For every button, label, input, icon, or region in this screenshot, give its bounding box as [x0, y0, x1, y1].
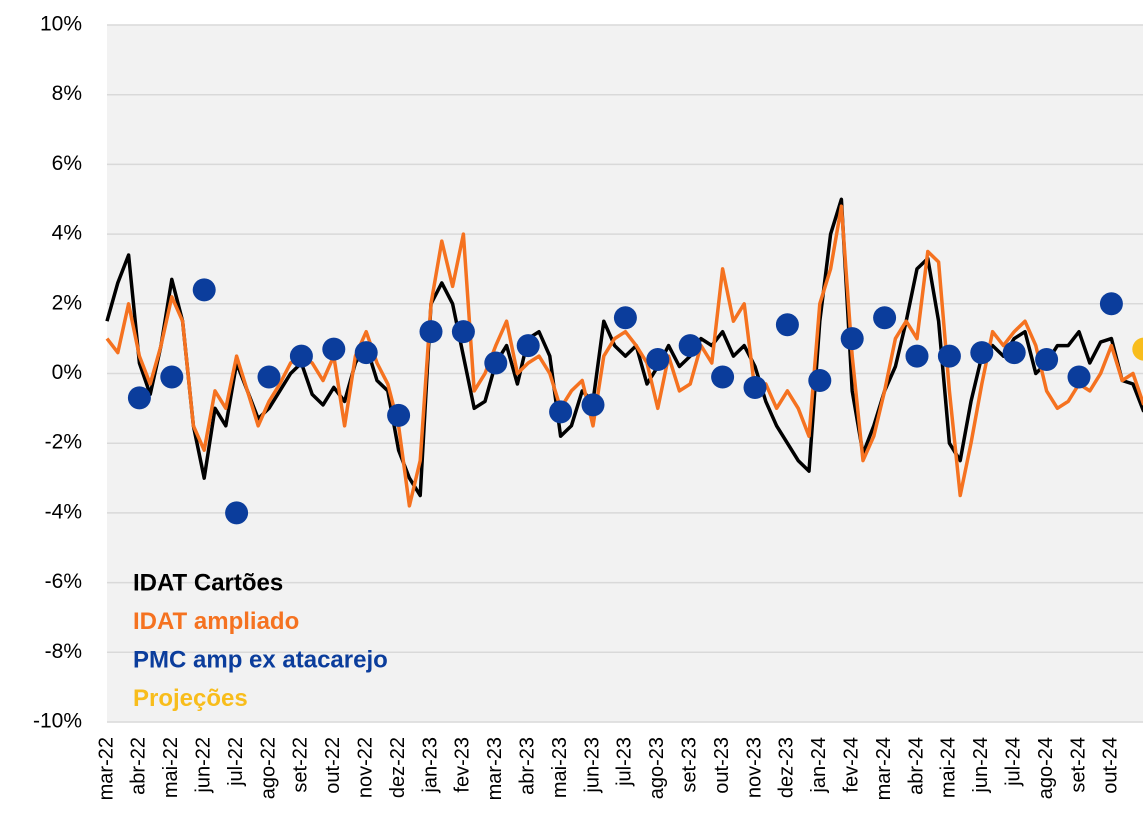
x-tick-label: set-23	[678, 737, 700, 793]
dot	[743, 375, 767, 399]
dot	[840, 327, 864, 351]
dot	[257, 365, 281, 389]
x-tick-label: mar-24	[873, 737, 895, 800]
x-tick-label: nov-22	[354, 737, 376, 798]
dot	[711, 365, 735, 389]
x-tick-label: abr-22	[128, 737, 150, 795]
x-tick-label: nov-23	[743, 737, 765, 798]
x-tick-label: jun-22	[192, 737, 214, 794]
x-tick-label: ago-23	[646, 737, 668, 799]
dot	[678, 334, 702, 358]
line	[105, 197, 1143, 498]
y-tick-label: -8%	[45, 640, 82, 663]
legend-entry: IDAT Cartões	[133, 569, 283, 596]
x-tick-label: jun-23	[581, 737, 603, 794]
legend-entry: IDAT ampliado	[133, 608, 299, 635]
y-tick-label: -6%	[45, 570, 82, 593]
dot	[225, 501, 249, 525]
x-tick-label: mar-22	[95, 737, 117, 800]
dot	[581, 393, 605, 417]
dot	[775, 313, 799, 337]
legend-entry: Projeções	[133, 685, 248, 712]
dot	[937, 344, 961, 368]
x-tick-label: ago-24	[1035, 737, 1057, 799]
y-tick-label: 0%	[52, 361, 82, 384]
x-tick-label: out-22	[322, 737, 344, 794]
x-tick-label: mai-24	[938, 737, 960, 798]
dot	[1002, 341, 1026, 365]
x-tick-label: jul-22	[225, 737, 247, 787]
dot	[516, 334, 540, 358]
line	[105, 204, 1143, 508]
dot	[387, 403, 411, 427]
x-tick-label: dez-22	[387, 737, 409, 798]
x-tick-label: set-24	[1067, 737, 1089, 793]
dot	[970, 341, 994, 365]
y-tick-label: -2%	[45, 431, 82, 454]
x-tick-label: jan-23	[419, 737, 441, 794]
x-tick-label: jun-24	[970, 737, 992, 794]
dot	[1132, 337, 1143, 361]
dot	[322, 337, 346, 361]
dot	[808, 368, 832, 392]
dot	[646, 348, 670, 372]
dot	[905, 344, 929, 368]
dot	[127, 386, 151, 410]
x-tick-label: abr-24	[905, 737, 927, 795]
x-tick-label: jul-24	[1002, 737, 1024, 787]
x-tick-label: fev-24	[840, 737, 862, 793]
x-tick-label: ago-22	[257, 737, 279, 799]
x-tick-label: fev-23	[452, 737, 474, 793]
x-tick-label: jul-23	[614, 737, 636, 787]
dot	[192, 278, 216, 302]
x-tick-label: mai-23	[549, 737, 571, 798]
x-tick-label: out-24	[1100, 737, 1122, 794]
x-tick-label: jan-24	[808, 737, 830, 794]
dot	[160, 365, 184, 389]
dot	[613, 306, 637, 330]
y-tick-label: 10%	[40, 13, 82, 36]
x-tick-label: out-23	[711, 737, 733, 794]
dot	[289, 344, 313, 368]
dot	[1035, 348, 1059, 372]
y-tick-label: 4%	[52, 222, 82, 245]
x-tick-label: mai-22	[160, 737, 182, 798]
dot	[1067, 365, 1091, 389]
dot	[1099, 292, 1123, 316]
y-tick-label: -10%	[33, 710, 82, 733]
y-tick-label: 8%	[52, 82, 82, 105]
dot	[549, 400, 573, 424]
x-tick-label: dez-23	[776, 737, 798, 798]
y-tick-label: 2%	[52, 291, 82, 314]
dot	[873, 306, 897, 330]
x-tick-label: mar-23	[484, 737, 506, 800]
dot	[451, 320, 475, 344]
x-tick-label: set-22	[290, 737, 312, 793]
legend-entry: PMC amp ex atacarejo	[133, 646, 388, 673]
dot	[419, 320, 443, 344]
dot	[484, 351, 508, 375]
y-tick-label: 6%	[52, 152, 82, 175]
y-tick-label: -4%	[45, 500, 82, 523]
x-tick-label: abr-23	[516, 737, 538, 795]
dot	[354, 341, 378, 365]
